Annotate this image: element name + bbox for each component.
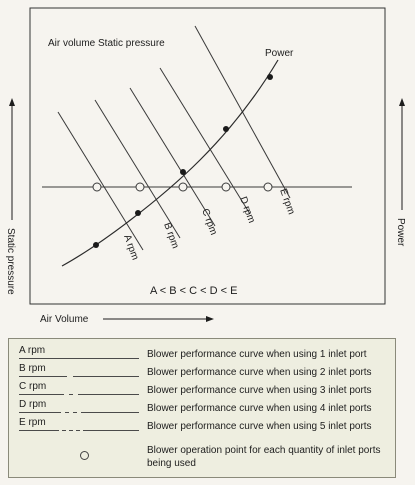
operation-point-e [263,182,273,192]
legend-row: C rpm Blower performance curve when usin… [9,381,395,399]
power-point-a [93,242,99,248]
operation-point-a [92,182,102,192]
right-axis-label: Power [395,218,406,247]
legend-operation-point-note: Blower operation point for each quantity… [147,445,381,469]
curve-a-rpm [57,111,144,251]
diagram-inner-title: Air volume Static pressure [48,38,165,49]
legend-row: B rpm Blower performance curve when usin… [9,363,395,381]
legend-description: Blower performance curve when using 4 in… [147,403,372,414]
curve-b-rpm [94,99,181,239]
power-point-b [135,210,141,216]
power-point-e [267,74,273,80]
diagram-frame [29,7,386,305]
legend-description: Blower performance curve when using 5 in… [147,421,372,432]
curve-d-rpm [159,67,251,215]
left-axis-label: Static pressure [5,228,16,295]
legend-line-dashed [19,376,139,377]
legend-code: A rpm [19,345,46,356]
legend-line-dashed [19,394,139,395]
operation-point-d [221,182,231,192]
power-point-c [180,169,186,175]
legend-line-solid [19,358,139,359]
blower-performance-diagram: Air volume Static pressure Power A rpm [5,7,406,325]
legend-description: Blower performance curve when using 2 in… [147,367,372,378]
power-point-d [223,126,229,132]
operation-point-b [135,182,145,192]
power-curve [61,59,279,267]
legend-row: A rpm Blower performance curve when usin… [9,345,395,363]
legend-box: A rpm Blower performance curve when usin… [8,338,396,478]
legend-description: Blower performance curve when using 3 in… [147,385,372,396]
legend-row: E rpm Blower performance curve when usin… [9,417,395,435]
operation-point-legend-icon [80,451,89,460]
rpm-order-text: A < B < C < D < E [150,285,237,297]
bottom-axis-label: Air Volume [40,314,89,325]
curve-c-rpm [129,87,216,227]
operation-point-c [178,182,188,192]
right-axis-arrowhead [399,98,405,106]
legend-line-dashed [19,430,139,431]
legend-code: E rpm [19,417,46,428]
left-axis-arrowhead [9,98,15,106]
legend-code: B rpm [19,363,46,374]
legend-code: C rpm [19,381,47,392]
bottom-axis-arrowhead [206,316,214,322]
power-curve-label: Power [265,48,294,59]
legend-row: D rpm Blower performance curve when usin… [9,399,395,417]
legend-code: D rpm [19,399,47,410]
legend-description: Blower performance curve when using 1 in… [147,349,367,360]
